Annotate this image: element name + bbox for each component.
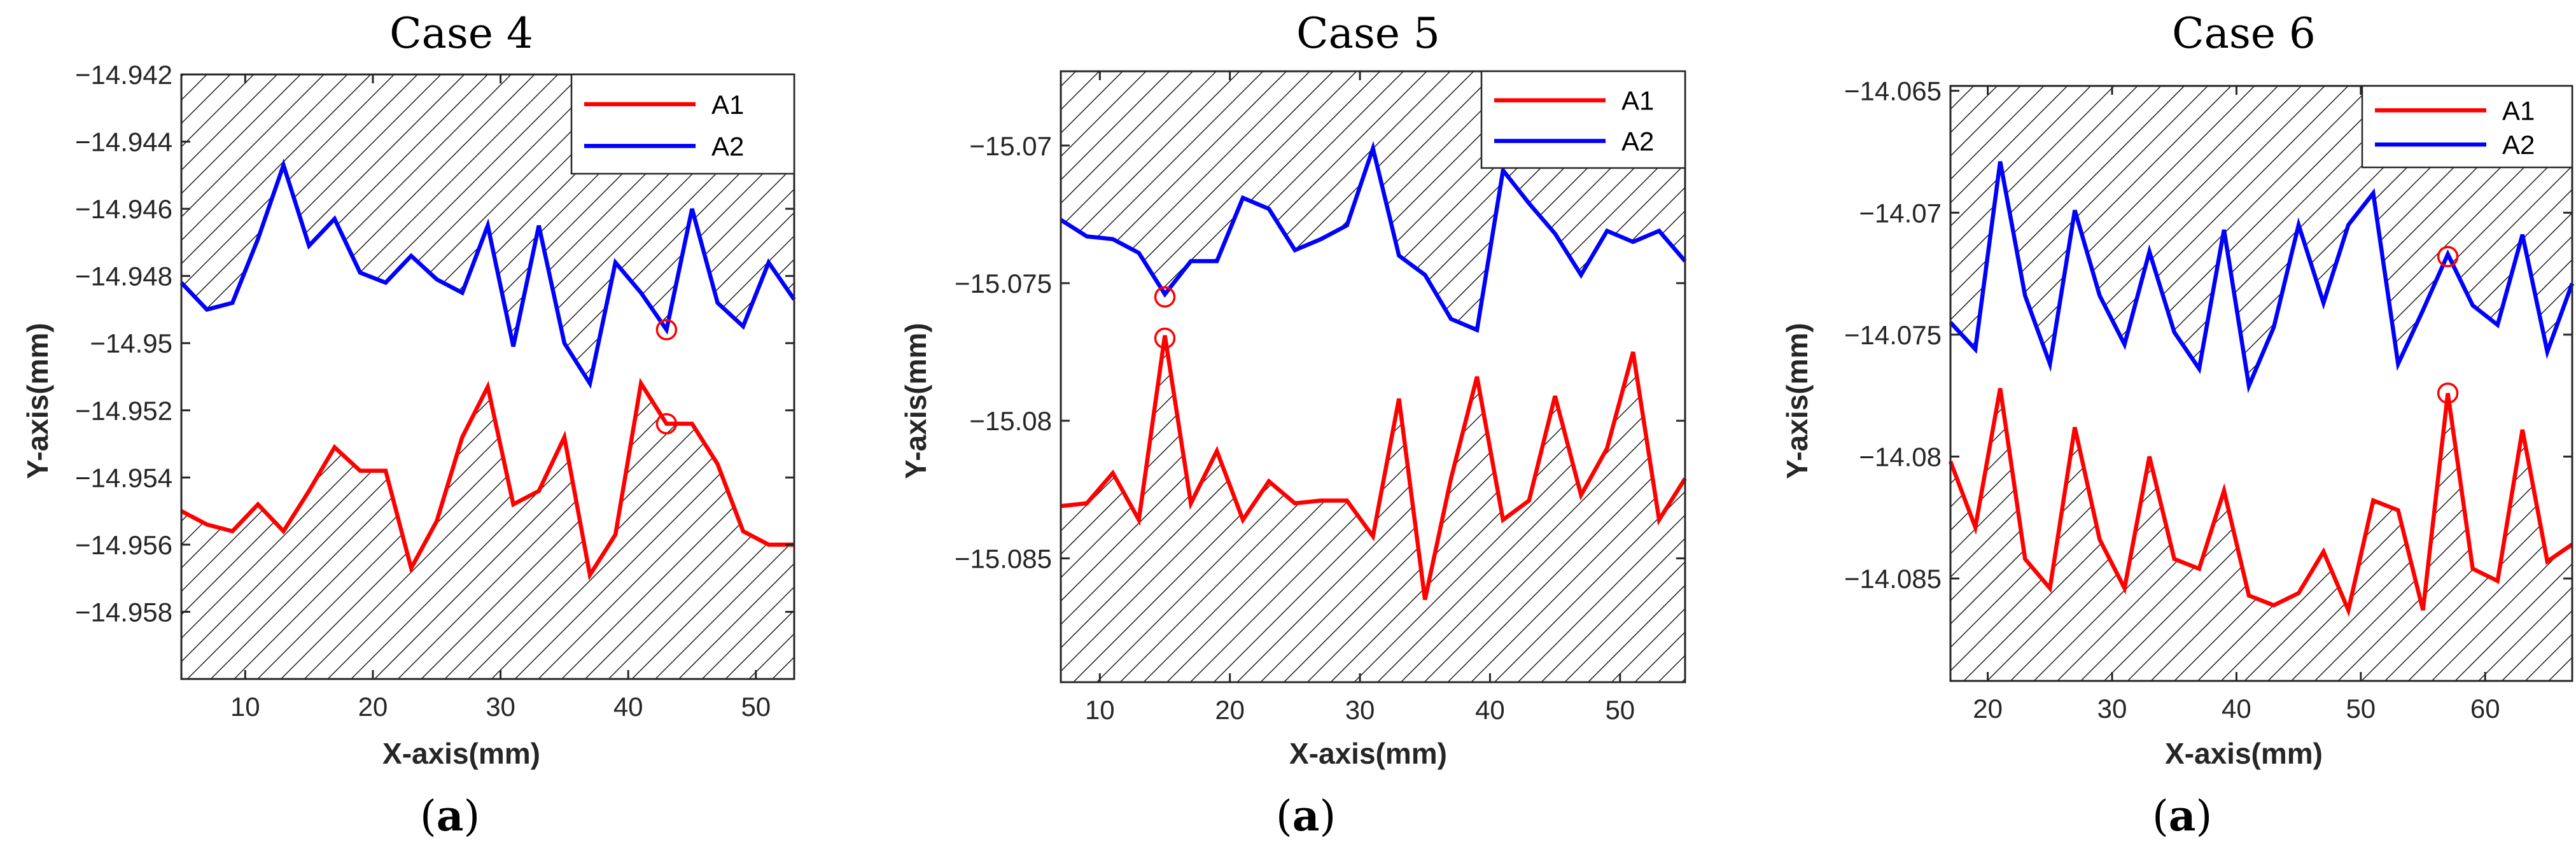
x-tick-label: 40 xyxy=(613,692,643,722)
y-tick-label: −14.958 xyxy=(75,597,172,627)
y-tick-label: −14.954 xyxy=(75,463,172,493)
y-tick-label: −14.08 xyxy=(1859,442,1942,472)
x-axis-label: X-axis(mm) xyxy=(1289,737,1447,770)
y-tick-label: −14.946 xyxy=(75,194,172,224)
chart-panel-case-5: Case 5 X-axis(mm) Y-axis(mm) (a) 10 20 30 4… xyxy=(899,9,1687,841)
y-tick-label: −14.956 xyxy=(75,530,172,560)
x-tick-label: 60 xyxy=(2470,694,2500,724)
y-tick-label: −14.948 xyxy=(75,262,172,291)
panel-caption: (a) xyxy=(420,791,480,841)
legend-label: A2 xyxy=(2502,130,2535,160)
legend-label: A1 xyxy=(1621,86,1654,116)
panel-caption: (a) xyxy=(1276,791,1336,841)
panel-caption: (a) xyxy=(2152,791,2212,841)
series-line-a1 xyxy=(1060,335,1687,600)
series-line-a1 xyxy=(180,377,794,581)
y-tick-label: −14.085 xyxy=(1844,564,1942,594)
panel-caption-letter: a xyxy=(2169,791,2196,841)
chart-title: Case 5 xyxy=(1296,9,1440,58)
y-tick-label: −14.95 xyxy=(90,328,172,358)
x-axis-label: X-axis(mm) xyxy=(382,737,540,770)
legend-box xyxy=(2361,85,2573,169)
y-tick-label: −15.075 xyxy=(955,269,1052,298)
hatch-region-below xyxy=(1950,388,2572,681)
legend-box xyxy=(570,73,795,175)
x-tick-label: 20 xyxy=(1973,694,2003,724)
series-line-a2 xyxy=(1949,161,2575,394)
legend-label: A2 xyxy=(711,131,744,161)
hatch-region-below xyxy=(181,383,794,679)
x-tick-label: 30 xyxy=(2097,694,2127,724)
highlight-marker xyxy=(1154,327,1176,349)
highlight-marker xyxy=(2437,382,2459,404)
legend-box xyxy=(1480,70,1686,169)
highlight-marker xyxy=(2437,246,2459,267)
x-tick-label: 50 xyxy=(1605,695,1635,725)
y-tick-label: −15.08 xyxy=(969,406,1052,436)
series-line-a2 xyxy=(179,158,796,389)
y-axis-label: Y-axis(mm) xyxy=(899,323,932,479)
chart-panel-case-6: Case 6 X-axis(mm) Y-axis(mm) (a) 20 30 40 5… xyxy=(1781,9,2575,841)
panel-caption-letter: a xyxy=(1292,791,1320,841)
x-tick-label: 30 xyxy=(1345,695,1375,725)
x-tick-label: 40 xyxy=(1475,695,1505,725)
y-tick-label: −14.07 xyxy=(1859,198,1942,228)
y-axis-label: Y-axis(mm) xyxy=(21,323,54,479)
y-tick-label: −14.944 xyxy=(75,127,172,157)
x-tick-label: 10 xyxy=(230,692,260,722)
legend-label: A1 xyxy=(711,90,744,120)
hatch-region-below xyxy=(1061,335,1685,682)
plot-frame xyxy=(1949,85,2573,682)
x-tick-label: 50 xyxy=(741,692,771,722)
highlight-marker xyxy=(655,319,678,340)
highlight-marker xyxy=(655,413,678,435)
y-tick-label: −14.952 xyxy=(75,396,172,426)
chart-title: Case 6 xyxy=(2172,9,2316,58)
series-line-a1 xyxy=(1948,388,2573,617)
plot-frame xyxy=(180,73,795,680)
x-tick-label: 10 xyxy=(1085,695,1115,725)
x-tick-label: 20 xyxy=(358,692,388,722)
highlight-marker xyxy=(1154,286,1176,308)
y-axis-label: Y-axis(mm) xyxy=(1781,323,1814,479)
x-axis-label: X-axis(mm) xyxy=(2165,737,2323,770)
x-tick-label: 40 xyxy=(2222,694,2251,724)
y-tick-label: −14.942 xyxy=(75,60,172,90)
plot-frame xyxy=(1060,70,1686,683)
chart-title: Case 4 xyxy=(389,9,533,58)
panel-caption-letter: a xyxy=(437,791,464,841)
chart-panel-case-4: Case 4 X-axis(mm) Y-axis(mm) (a) 10 20 30 4… xyxy=(21,9,796,841)
x-tick-label: 50 xyxy=(2346,694,2376,724)
x-tick-label: 30 xyxy=(486,692,515,722)
y-tick-label: −15.07 xyxy=(969,131,1052,161)
legend-label: A1 xyxy=(2502,95,2535,125)
y-tick-label: −14.065 xyxy=(1844,76,1942,106)
y-tick-label: −14.075 xyxy=(1844,320,1942,350)
legend-label: A2 xyxy=(1621,126,1654,156)
series-line-a2 xyxy=(1060,141,1687,333)
x-tick-label: 20 xyxy=(1215,695,1245,725)
y-tick-label: −15.085 xyxy=(955,543,1052,573)
